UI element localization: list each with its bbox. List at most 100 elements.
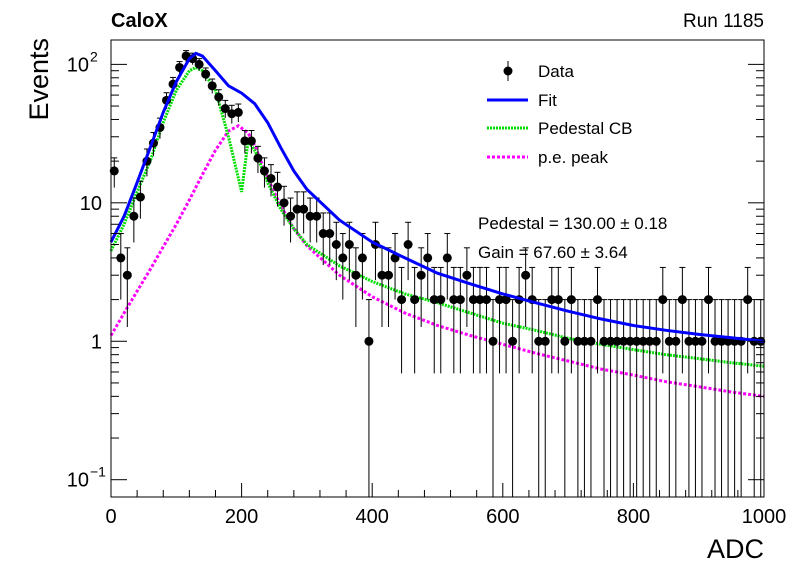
data-point — [135, 192, 145, 202]
data-point — [201, 69, 211, 79]
plot-frame — [110, 39, 765, 498]
y-tick-label-exponent: 2 — [90, 48, 98, 64]
data-point — [344, 239, 354, 249]
data-point — [207, 81, 217, 91]
data-point — [501, 295, 511, 305]
data-point — [129, 211, 139, 221]
data-point — [606, 336, 616, 346]
data-point — [449, 295, 459, 305]
data-point — [351, 270, 361, 280]
data-point — [710, 336, 720, 346]
data-point — [495, 295, 505, 305]
data-point — [357, 253, 367, 263]
data-point — [220, 104, 230, 114]
data-point — [305, 211, 315, 221]
legend-entry-pedestal: Pedestal CB — [487, 119, 633, 138]
legend: Data Fit Pedestal CB p.e. peak — [487, 61, 633, 167]
x-tick-label: 400 — [356, 506, 389, 528]
data-point — [586, 336, 596, 346]
data-point — [658, 295, 668, 305]
data-point — [116, 253, 126, 263]
x-tick-label: 0 — [105, 506, 116, 528]
data-point — [690, 336, 700, 346]
title-left: CaloX — [111, 10, 168, 32]
data-point — [299, 204, 309, 214]
x-tick-label: 600 — [486, 506, 519, 528]
y-tick-label: 10 — [67, 470, 89, 492]
data-point — [423, 253, 433, 263]
data-point — [684, 336, 694, 346]
data-point — [331, 239, 341, 249]
data-point — [122, 270, 132, 280]
y-tick-label: 10 — [80, 193, 102, 215]
data-point — [547, 295, 557, 305]
data-point — [312, 211, 322, 221]
data-point — [566, 295, 576, 305]
data-point — [579, 336, 589, 346]
legend-label-pe-peak: p.e. peak — [538, 148, 608, 167]
data-point — [481, 295, 491, 305]
series-layer — [109, 50, 766, 497]
data-point — [612, 336, 622, 346]
data-point — [429, 295, 439, 305]
data-point — [259, 166, 269, 176]
data-point — [384, 270, 394, 280]
data-point — [109, 166, 119, 176]
data-point — [325, 229, 335, 239]
y-tick-label: 10 — [67, 54, 89, 76]
data-point — [233, 107, 243, 117]
data-point — [240, 136, 250, 146]
x-tick-label: 200 — [225, 506, 258, 528]
data-point — [553, 295, 563, 305]
data-point — [377, 270, 387, 280]
data-point — [592, 295, 602, 305]
data-point — [573, 336, 583, 346]
data-point — [677, 295, 687, 305]
legend-entry-data: Data — [503, 61, 574, 81]
data-point — [403, 239, 413, 249]
data-point — [279, 198, 289, 208]
x-axis-label: ADC — [707, 534, 764, 564]
annotation-pedestal: Pedestal = 130.00 ± 0.18 — [478, 214, 667, 233]
series-pedestal-cb — [109, 65, 765, 368]
data-point — [508, 336, 518, 346]
data-point — [651, 336, 661, 346]
legend-marker-data — [503, 66, 513, 76]
data-point — [645, 336, 655, 346]
data-point — [436, 295, 446, 305]
data-point — [364, 336, 374, 346]
data-point — [619, 336, 629, 346]
data-point — [318, 229, 328, 239]
data-point — [632, 336, 642, 346]
data-point — [266, 173, 276, 183]
data-point — [253, 153, 263, 163]
data-point — [534, 336, 544, 346]
annotation-gain: Gain = 67.60 ± 3.64 — [478, 243, 628, 262]
data-point — [521, 270, 531, 280]
data-point — [246, 136, 256, 146]
y-tick-label-exponent: −1 — [90, 464, 106, 480]
data-point — [468, 295, 478, 305]
series-pe-peak — [109, 124, 765, 398]
data-point — [416, 270, 426, 280]
x-tick-label: 1000 — [742, 506, 787, 528]
data-point — [638, 336, 648, 346]
data-point — [214, 92, 224, 102]
data-point — [743, 295, 753, 305]
data-point — [442, 253, 452, 263]
data-point — [540, 336, 550, 346]
legend-entry-pe-peak: p.e. peak — [487, 148, 608, 167]
data-point — [292, 204, 302, 214]
legend-entry-fit: Fit — [487, 91, 557, 110]
data-point — [560, 336, 570, 346]
data-point — [671, 336, 681, 346]
data-point — [475, 295, 485, 305]
y-tick-label: 1 — [91, 331, 102, 353]
y-axis-label: Events — [24, 38, 54, 121]
data-point — [703, 295, 713, 305]
legend-label-fit: Fit — [538, 91, 557, 110]
data-point — [717, 336, 727, 346]
title-right: Run 1185 — [683, 11, 764, 32]
